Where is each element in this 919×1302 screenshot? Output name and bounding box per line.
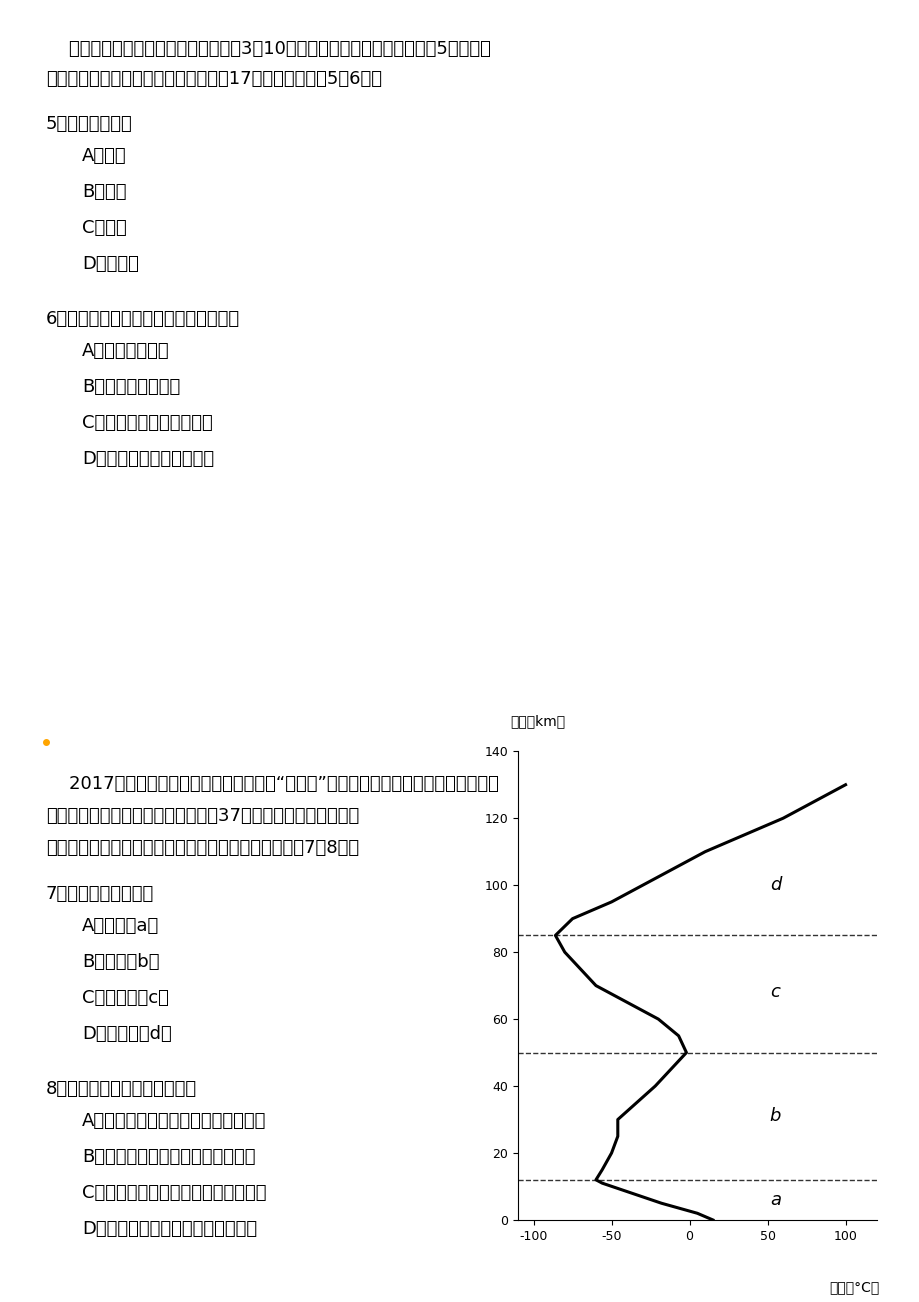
Text: 高度（km）: 高度（km）	[510, 713, 564, 728]
Text: b: b	[769, 1107, 780, 1125]
Text: c: c	[769, 983, 779, 1001]
Text: 6．关于地球内部圈层的叙述，正确的是: 6．关于地球内部圈层的叙述，正确的是	[46, 310, 240, 328]
Text: 7．小行星爆炸发生在: 7．小行星爆炸发生在	[46, 885, 154, 904]
Text: D．纵波横波都能通过地核: D．纵波横波都能通过地核	[82, 450, 214, 467]
Text: B．地幔属于岩石圈: B．地幔属于岩石圈	[82, 378, 180, 396]
Text: C．岩浆主要发源于软流层: C．岩浆主要发源于软流层	[82, 414, 212, 432]
Text: 温度（°C）: 温度（°C）	[829, 1280, 879, 1294]
Text: A．保护地球上生物免受紫外线的伤害: A．保护地球上生物免受紫外线的伤害	[82, 1112, 267, 1130]
Text: 2017年中秋之夜，我国云南省多地出现“火流星”照亮夜空的奇观。据卫星观测，该小: 2017年中秋之夜，我国云南省多地出现“火流星”照亮夜空的奇观。据卫星观测，该小	[46, 775, 498, 793]
Text: C．地核: C．地核	[82, 219, 127, 237]
Text: 干热岔是一种高温岔体，埋藏于地下3～10千米，可用于发电、供暖等。图5为地球内: 干热岔是一种高温岔体，埋藏于地下3～10千米，可用于发电、供暖等。图5为地球内	[46, 40, 491, 59]
Text: A．地壳: A．地壳	[82, 147, 127, 165]
Text: 部圈层结构示意图，地壳的平均厚度为17千米。读图完戈5～6题。: 部圈层结构示意图，地壳的平均厚度为17千米。读图完戈5～6题。	[46, 70, 381, 89]
Text: B．提供地球上生物生长必需的空气: B．提供地球上生物生长必需的空气	[82, 1148, 255, 1167]
Text: B．平流层b层: B．平流层b层	[82, 953, 159, 971]
Text: A．对流层a层: A．对流层a层	[82, 917, 159, 935]
Text: A．地壳厚度均匀: A．地壳厚度均匀	[82, 342, 169, 359]
Text: 陨石落到地面。下图为大气垂直分层示意图，读图完戈7～8题。: 陨石落到地面。下图为大气垂直分层示意图，读图完戈7～8题。	[46, 838, 358, 857]
Text: a: a	[769, 1191, 780, 1208]
Text: 5．干热岔分布在: 5．干热岔分布在	[46, 115, 132, 133]
Text: 8．该事件反映地球大气圈能够: 8．该事件反映地球大气圈能够	[46, 1079, 197, 1098]
Text: C．高层大气c层: C．高层大气c层	[82, 990, 169, 1006]
Text: 行星因摩擦生热引发爆炸的高度只有37千米，很可能有未燃尽的: 行星因摩擦生热引发爆炸的高度只有37千米，很可能有未燃尽的	[46, 807, 358, 825]
Text: C．保持地表温度适宜，防止水分散失: C．保持地表温度适宜，防止水分散失	[82, 1184, 267, 1202]
Text: B．地幔: B．地幔	[82, 184, 127, 201]
Text: D．减轻宇宙中小天体对地表的撞击: D．减轻宇宙中小天体对地表的撞击	[82, 1220, 256, 1238]
Text: D．高层大气d层: D．高层大气d层	[82, 1025, 172, 1043]
Text: D．软流层: D．软流层	[82, 255, 139, 273]
Text: d: d	[769, 876, 780, 894]
